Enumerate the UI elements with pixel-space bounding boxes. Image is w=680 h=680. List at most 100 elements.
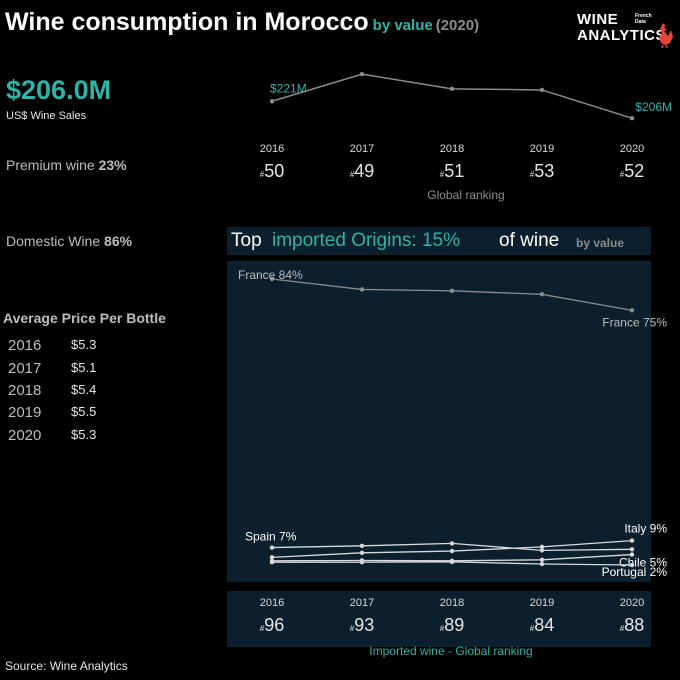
avg-price-year: 2016 <box>8 337 42 354</box>
sales-point <box>269 99 275 104</box>
origin-point <box>629 552 635 557</box>
wine-analytics-logo: WINE French Data ANALYTICS <box>577 11 677 49</box>
title-text: Wine consumption in Morocco <box>5 8 369 36</box>
domestic-label: Domestic Wine <box>6 233 101 249</box>
title-year: (2020) <box>435 17 480 34</box>
imported-rank-value: #84 <box>530 615 554 635</box>
sales-point <box>539 87 545 93</box>
logo-small1: French <box>635 13 652 19</box>
year-tick-label: 2019 <box>530 597 554 609</box>
year-tick-label: 2019 <box>530 143 554 155</box>
year-tick-label: 2017 <box>350 143 374 155</box>
title-metric: by value <box>372 17 433 34</box>
year-tick-label: 2016 <box>260 143 284 155</box>
avg-price-value: $5.3 <box>71 337 97 352</box>
year-tick-label: 2018 <box>440 597 464 609</box>
global-rank-value: #51 <box>440 161 464 181</box>
imported-ranking-panel <box>227 591 651 647</box>
sales-data-label: $221M <box>270 81 307 95</box>
sales-point <box>449 86 455 92</box>
origins-title-b: imported Origins: 15% <box>272 230 460 251</box>
avg-price-value: $5.4 <box>71 382 97 397</box>
imported-rank-value: #88 <box>620 615 644 635</box>
imported-rank-value: #93 <box>350 615 374 635</box>
origin-point <box>269 545 275 550</box>
global-rank-value: #53 <box>530 161 554 181</box>
origin-end-label: Italy 9% <box>624 522 667 536</box>
origin-point <box>359 543 365 549</box>
logo-small2: Data <box>635 19 646 25</box>
origins-title-bar: Top imported Origins: 15% of wine by val… <box>227 227 651 255</box>
origin-point <box>539 548 545 553</box>
domestic-wine-stat: Domestic Wine 86% <box>6 233 132 249</box>
logo-line1: WINE <box>577 11 619 28</box>
source-note: Source: Wine Analytics <box>5 659 128 673</box>
origin-end-label: France 75% <box>602 315 667 329</box>
origin-point <box>359 287 365 292</box>
avg-price-value: $5.1 <box>71 360 97 375</box>
global-ranking-row: 2016 2017 2018 2019 2020 #50 #49 #51 #53 #52 <box>260 143 644 181</box>
imported-ranking-row: 2016 2017 2018 2019 2020 #96 #93 #89 #84 #88 <box>260 597 644 635</box>
origin-end-label: Portugal 2% <box>602 565 668 579</box>
avg-price-value: $5.5 <box>71 404 97 419</box>
sales-label: US$ Wine Sales <box>6 110 87 122</box>
year-tick-label: 2016 <box>260 597 284 609</box>
domestic-value: 86% <box>104 233 133 249</box>
global-rank-value: #49 <box>350 161 374 181</box>
avg-price-value: $5.3 <box>71 427 97 442</box>
sales-data-label: $206M <box>635 100 672 114</box>
origin-point <box>359 550 365 556</box>
origin-point <box>269 560 275 565</box>
sales-point <box>359 71 365 77</box>
avg-price-row: 2020 $5.3 <box>8 427 128 447</box>
origins-line-chart: France 84%France 75%Spain 7%Italy 9%Chil… <box>238 268 667 579</box>
sales-point <box>629 116 635 121</box>
origin-point <box>449 559 455 565</box>
avg-price-row: 2018 $5.4 <box>8 382 128 402</box>
year-tick-label: 2020 <box>620 597 644 609</box>
avg-price-year: 2018 <box>8 382 42 399</box>
year-tick-label: 2020 <box>620 143 644 155</box>
page-title: Wine consumption in Morocco by value (2020… <box>5 8 479 37</box>
year-tick-label: 2017 <box>350 597 374 609</box>
origin-point <box>629 562 635 568</box>
origins-title-c: of wine <box>499 230 560 251</box>
origin-start-label: France 84% <box>238 268 303 282</box>
global-rank-value: #52 <box>620 161 644 181</box>
avg-price-year: 2020 <box>8 427 42 444</box>
global-ranking-caption: Global ranking <box>427 188 504 202</box>
origin-point <box>449 548 455 554</box>
origin-point <box>629 308 635 313</box>
origin-point <box>629 538 635 543</box>
sales-value: $206.0M <box>6 75 112 105</box>
origin-point <box>449 288 455 294</box>
premium-value: 23% <box>98 157 127 173</box>
origin-start-label: Spain 7% <box>245 530 297 544</box>
origin-point <box>539 557 545 562</box>
avg-price-row: 2019 $5.5 <box>8 404 128 424</box>
premium-label: Premium wine <box>6 157 95 173</box>
origins-title-d: by value <box>576 236 625 250</box>
avg-price-row: 2017 $5.1 <box>8 360 128 380</box>
origin-point <box>539 544 545 550</box>
global-rank-value: #50 <box>260 161 284 181</box>
avg-price-year: 2017 <box>8 360 42 377</box>
rooster-icon <box>659 23 673 49</box>
avg-price-row: 2016 $5.3 <box>8 337 128 357</box>
year-tick-label: 2018 <box>440 143 464 155</box>
origin-point <box>539 561 545 567</box>
imported-rank-value: #89 <box>440 615 464 635</box>
origin-point <box>269 555 275 560</box>
imported-rank-value: #96 <box>260 615 284 635</box>
avg-price-year: 2019 <box>8 404 42 421</box>
origin-series-line-france <box>271 278 633 312</box>
avg-price-title: Average Price Per Bottle <box>3 310 166 326</box>
sales-line-chart: $221M $206M <box>269 71 672 121</box>
origins-chart-panel <box>227 261 651 582</box>
premium-wine-stat: Premium wine 23% <box>6 157 127 173</box>
origin-point <box>359 560 365 565</box>
origin-point <box>449 541 455 546</box>
origin-point <box>629 547 635 552</box>
